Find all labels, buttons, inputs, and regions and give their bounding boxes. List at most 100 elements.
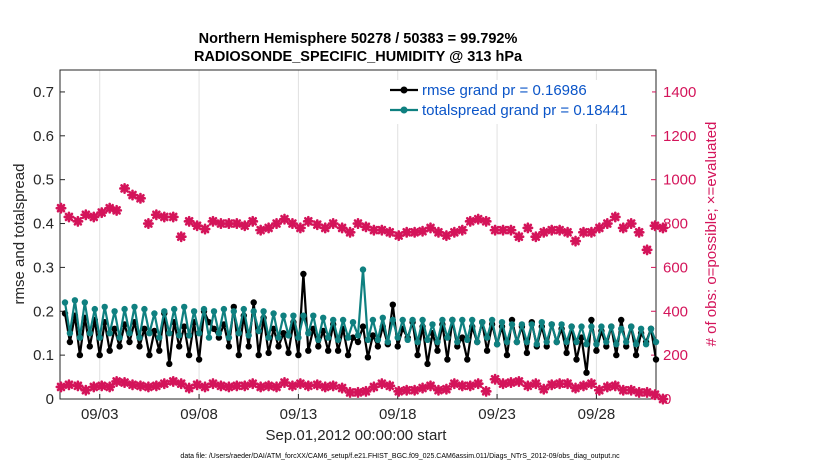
totalspread-point bbox=[305, 330, 312, 337]
obs-count-marker bbox=[570, 235, 582, 247]
obs-count-marker bbox=[175, 378, 187, 390]
totalspread-point bbox=[419, 316, 426, 324]
totalspread-point bbox=[414, 338, 421, 346]
rmse-point bbox=[613, 351, 620, 359]
obs-count-marker bbox=[167, 211, 179, 223]
totalspread-point bbox=[503, 338, 511, 346]
totalspread-point bbox=[474, 338, 481, 346]
totalspread-point bbox=[632, 341, 640, 348]
totalspread-point bbox=[563, 338, 570, 346]
totalspread-point bbox=[464, 336, 471, 343]
obs-count-marker bbox=[368, 381, 380, 393]
totalspread-point bbox=[429, 321, 436, 328]
totalspread-point bbox=[265, 334, 272, 341]
totalspread-point bbox=[498, 319, 506, 326]
obs-count-marker bbox=[294, 378, 306, 390]
totalspread-point bbox=[583, 341, 590, 348]
totalspread-point bbox=[156, 334, 163, 341]
totalspread-point bbox=[374, 336, 382, 343]
rmse-point bbox=[359, 323, 367, 330]
totalspread-point bbox=[245, 332, 252, 339]
obs-count-marker bbox=[456, 224, 468, 236]
obs-count-marker bbox=[104, 381, 116, 393]
totalspread-point bbox=[628, 323, 635, 330]
totalspread-point bbox=[339, 316, 347, 324]
totalspread-point bbox=[518, 321, 526, 328]
y-axis-label-right: # of obs: o=possible; ×=evaluated bbox=[703, 122, 720, 347]
obs-count-marker bbox=[417, 225, 429, 237]
totalspread-point bbox=[608, 323, 615, 330]
obs-count-marker bbox=[376, 224, 388, 236]
y-right-tick-label: 200 bbox=[663, 347, 688, 364]
totalspread-point bbox=[369, 316, 377, 324]
rmse-point bbox=[285, 349, 292, 357]
totalspread-point bbox=[200, 305, 208, 313]
obs-count-marker bbox=[417, 382, 429, 394]
y-left-tick-label: 0.1 bbox=[33, 347, 54, 364]
totalspread-point bbox=[553, 338, 560, 346]
rmse-point bbox=[250, 299, 257, 306]
obs-count-marker bbox=[464, 380, 476, 392]
rmse-point bbox=[181, 323, 188, 330]
obs-count-marker bbox=[134, 380, 146, 392]
obs-count-marker bbox=[111, 375, 123, 387]
rmse-point bbox=[96, 351, 103, 359]
y-left-tick-label: 0.4 bbox=[33, 216, 54, 233]
rmse-point bbox=[151, 327, 158, 335]
obs-count-marker bbox=[448, 378, 460, 390]
totalspread-point bbox=[320, 314, 327, 321]
obs-count-marker bbox=[601, 218, 613, 230]
obs-count-marker bbox=[336, 222, 348, 234]
totalspread-point bbox=[315, 336, 322, 343]
totalspread-point bbox=[543, 338, 550, 346]
totalspread-point bbox=[603, 338, 610, 346]
obs-count-marker bbox=[311, 219, 323, 231]
obs-count-marker bbox=[546, 379, 558, 391]
obs-count-marker bbox=[352, 386, 364, 398]
obs-count-marker bbox=[80, 384, 92, 396]
rmse-point bbox=[300, 270, 307, 278]
totalspread-point bbox=[190, 308, 198, 315]
rmse-point bbox=[464, 356, 471, 363]
obs-count-marker bbox=[472, 378, 484, 390]
obs-count-marker bbox=[286, 380, 298, 392]
obs-count-marker bbox=[360, 221, 372, 233]
obs-count-marker bbox=[134, 192, 146, 204]
totalspread-point bbox=[578, 323, 585, 330]
rmse-point bbox=[563, 349, 570, 357]
totalspread-point bbox=[637, 325, 645, 332]
obs-count-marker bbox=[513, 375, 525, 387]
totalspread-point bbox=[260, 308, 267, 315]
rmse-point bbox=[543, 343, 550, 350]
totalspread-point bbox=[573, 338, 580, 346]
obs-count-marker bbox=[554, 224, 566, 236]
rmse-point bbox=[265, 349, 272, 357]
totalspread-point bbox=[215, 330, 223, 337]
totalspread-point bbox=[225, 334, 233, 341]
obs-count-marker bbox=[119, 182, 131, 194]
totalspread-point bbox=[618, 325, 625, 332]
totalspread-point bbox=[71, 297, 79, 304]
y-left-tick-label: 0.6 bbox=[33, 128, 54, 145]
rmse-point bbox=[424, 360, 431, 368]
obs-count-marker bbox=[577, 380, 589, 392]
obs-count-marker bbox=[384, 226, 396, 238]
rmse-point bbox=[195, 356, 203, 363]
obs-count-marker bbox=[207, 215, 219, 227]
totalspread-point bbox=[250, 308, 257, 315]
obs-count-marker bbox=[319, 222, 331, 234]
totalspread-point bbox=[181, 303, 188, 311]
totalspread-point bbox=[61, 299, 69, 306]
obs-count-marker bbox=[263, 222, 275, 234]
obs-count-marker bbox=[278, 377, 290, 389]
totalspread-point bbox=[235, 330, 242, 337]
y-left-tick-label: 0 bbox=[46, 391, 54, 408]
rmse-point bbox=[146, 351, 153, 359]
totalspread-point bbox=[220, 305, 228, 313]
obs-count-marker bbox=[191, 220, 203, 232]
rmse-point bbox=[444, 356, 451, 363]
obs-count-marker bbox=[247, 215, 259, 227]
obs-count-marker bbox=[239, 380, 251, 392]
obs-count-marker bbox=[376, 378, 388, 390]
totalspread-point bbox=[101, 303, 108, 311]
